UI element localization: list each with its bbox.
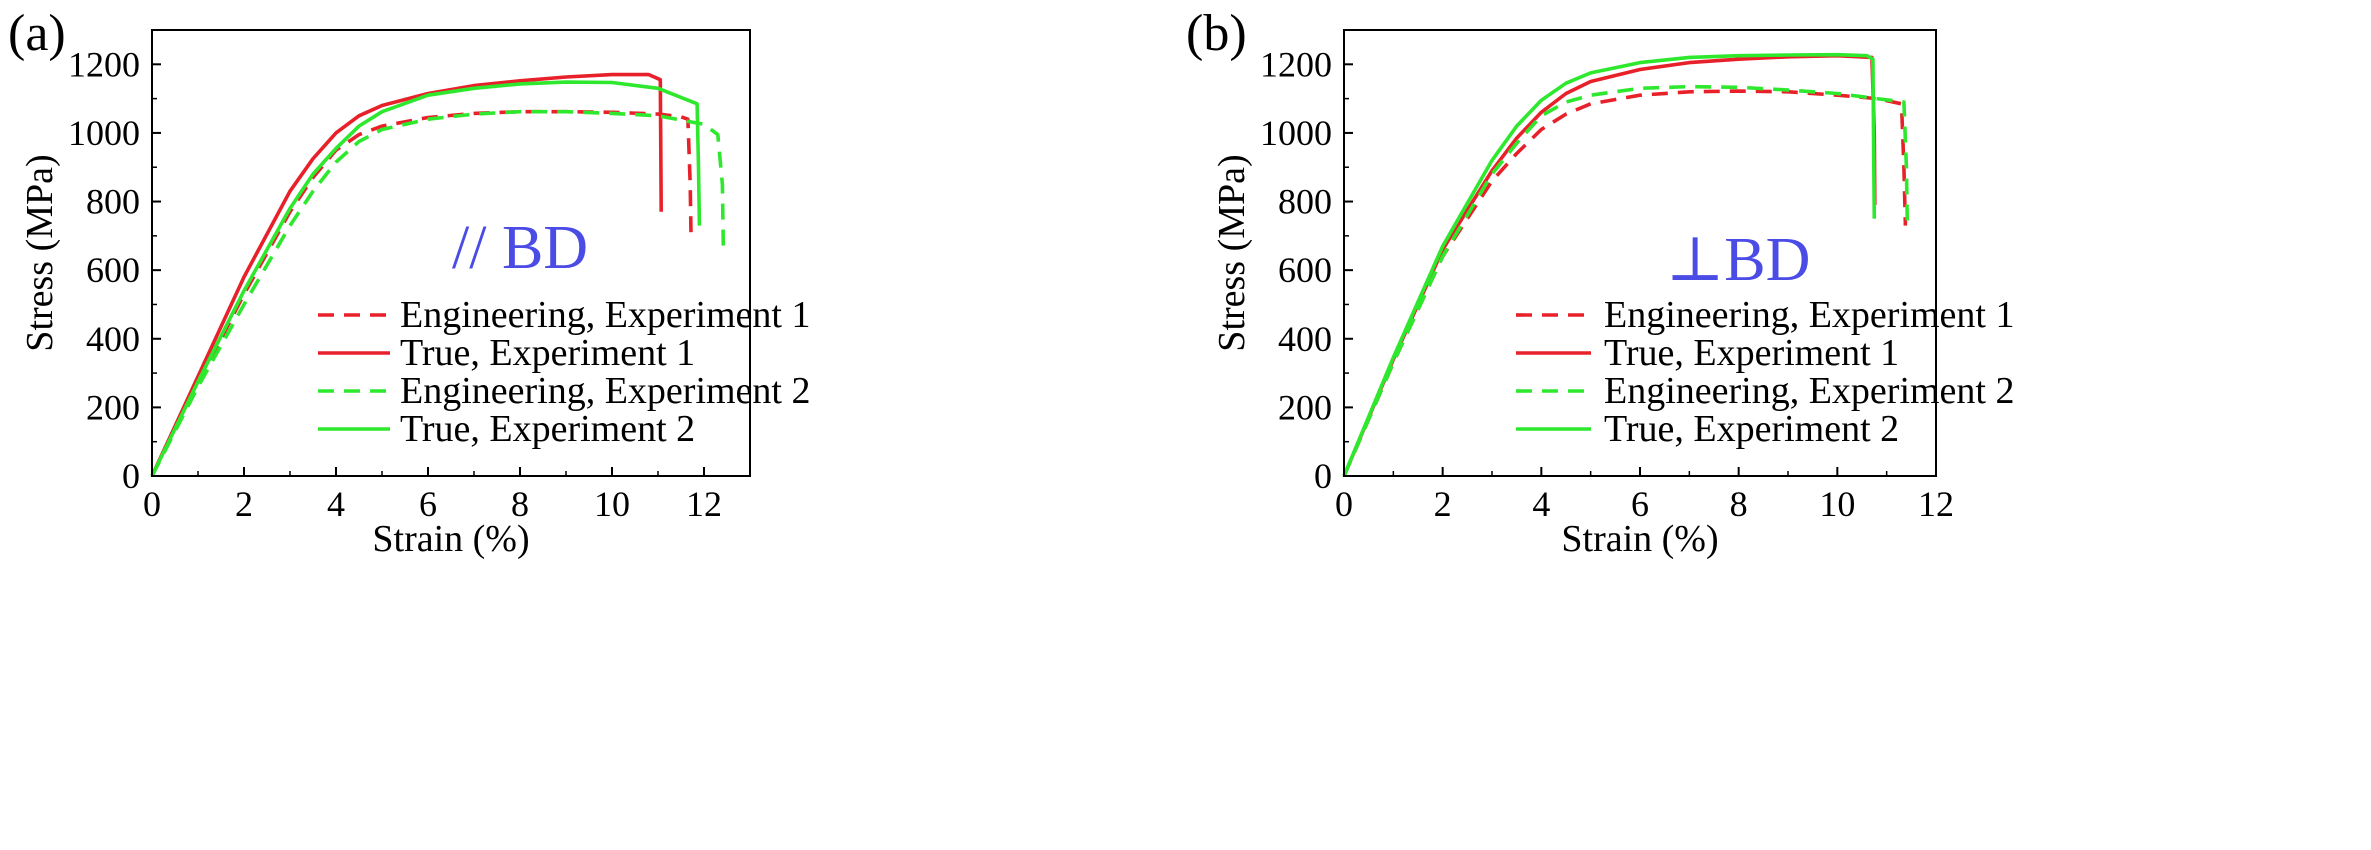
- x-tick-label-b: 10: [1819, 484, 1855, 524]
- x-tick-label-b: 4: [1532, 484, 1550, 524]
- y-tick-label-b: 800: [1278, 182, 1332, 222]
- series-line-b-4: [1342, 52, 1877, 477]
- x-tick-label-a: 10: [594, 484, 630, 524]
- chart-a-svg: 0 2 4 6 8 10 12 0 200 400 600 800 1000 1200 Strain (%)…: [8, 5, 811, 560]
- y-tick-label-b: 0: [1314, 456, 1332, 496]
- x-axis-title-a: Strain (%): [372, 518, 529, 560]
- y-tick-label-a: 200: [86, 387, 140, 427]
- x-tick-label-a: 12: [686, 484, 722, 524]
- legend-label-a-2: True, Experiment 1: [400, 332, 695, 374]
- x-tick-label-b: 8: [1730, 484, 1748, 524]
- chart-b-svg: 0 2 4 6 8 10 12 0 200 400 600 800 1000 1200 Strain (%)…: [1186, 5, 2015, 560]
- series-line-a-1: [150, 109, 693, 477]
- x-tick-label-a: 2: [235, 484, 253, 524]
- legend-label-b-4: True, Experiment 2: [1604, 408, 1899, 450]
- y-tick-label-a: 800: [86, 182, 140, 222]
- y-tick-label-a: 400: [86, 319, 140, 359]
- y-tick-label-a: 1200: [68, 44, 140, 84]
- x-tick-label-a: 6: [419, 484, 437, 524]
- legend-label-b-3: Engineering, Experiment 2: [1604, 370, 2015, 412]
- x-tick-label-b: 12: [1918, 484, 1954, 524]
- y-axis-title-a: Stress (MPa): [19, 154, 61, 351]
- legend-label-a-1: Engineering, Experiment 1: [400, 294, 811, 336]
- plot-frame-a: [151, 29, 751, 477]
- x-tick-label-b: 6: [1631, 484, 1649, 524]
- panel-label-a: (a): [8, 5, 66, 62]
- legend-label-a-4: True, Experiment 2: [400, 408, 695, 450]
- orientation-annotation-a: // BD: [452, 214, 588, 282]
- series-line-b-1: [1342, 89, 1908, 477]
- y-tick-label-a: 1000: [68, 113, 140, 153]
- x-axis-title-b: Strain (%): [1561, 518, 1718, 560]
- y-tick-label-b: 600: [1278, 250, 1332, 290]
- x-tick-label-a: 0: [143, 484, 161, 524]
- chart-panel-a: 0 2 4 6 8 10 12 0 200 400 600 800 1000 1200 Strain (%)…: [0, 0, 1185, 850]
- y-axis-title-b: Stress (MPa): [1211, 154, 1253, 351]
- y-tick-label-b: 1200: [1260, 44, 1332, 84]
- series-line-a-4: [150, 80, 702, 477]
- orientation-annotation-b: ⊥BD: [1666, 226, 1810, 294]
- x-tick-label-b: 0: [1335, 484, 1353, 524]
- legend-label-b-1: Engineering, Experiment 1: [1604, 294, 2015, 336]
- y-tick-label-b: 200: [1278, 387, 1332, 427]
- x-tick-label-a: 8: [511, 484, 529, 524]
- series-line-a-3: [150, 109, 726, 477]
- series-line-b-3: [1342, 84, 1910, 477]
- y-tick-label-b: 400: [1278, 319, 1332, 359]
- legend-label-a-3: Engineering, Experiment 2: [400, 370, 811, 412]
- chart-panel-b: 0 2 4 6 8 10 12 0 200 400 600 800 1000 1200 Strain (%)…: [1186, 0, 2371, 850]
- y-tick-label-a: 600: [86, 250, 140, 290]
- y-tick-label-a: 0: [122, 456, 140, 496]
- legend-label-b-2: True, Experiment 1: [1604, 332, 1899, 374]
- x-tick-label-a: 4: [327, 484, 345, 524]
- x-tick-label-b: 2: [1434, 484, 1452, 524]
- y-tick-label-b: 1000: [1260, 113, 1332, 153]
- panel-label-b: (b): [1186, 5, 1247, 62]
